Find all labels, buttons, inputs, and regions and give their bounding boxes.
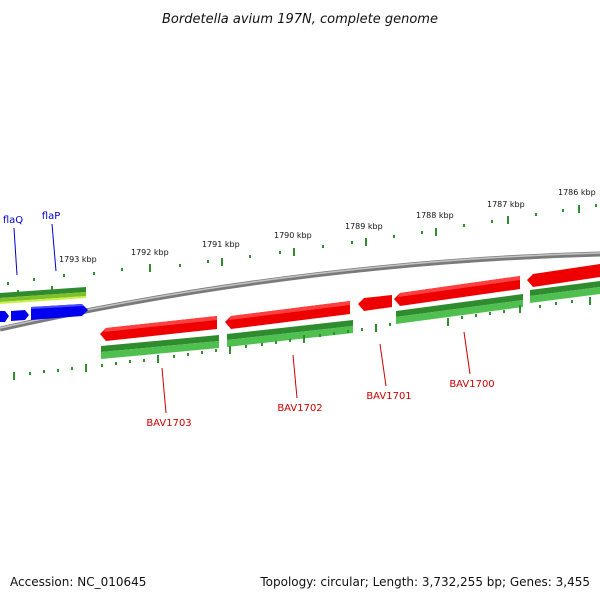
- gene-leader-lines: [13, 223, 471, 414]
- leader-line-BAV1703: [161, 367, 167, 414]
- gene-arrow-highlight: [398, 276, 520, 297]
- lower-tick-track: [13, 297, 591, 380]
- ruler-label-1788: 1788 kbp: [416, 211, 454, 220]
- leader-line-BAV1701: [379, 343, 387, 387]
- ruler-label-1789: 1789 kbp: [345, 222, 383, 231]
- gene-label-BAV1703: BAV1703: [146, 418, 191, 429]
- topology-text: Topology: circular; Length: 3,732,255 bp…: [260, 575, 590, 589]
- ruler-label-1790: 1790 kbp: [274, 231, 312, 240]
- green-feature-bar: [0, 292, 86, 302]
- gene-label-flaQ: flaQ: [3, 215, 23, 226]
- ruler-label-1787: 1787 kbp: [487, 200, 525, 209]
- green-feature-bar: [227, 326, 353, 347]
- gene-arrow-highlight: [31, 304, 84, 309]
- lower-feature-track: [101, 281, 600, 359]
- accession-text: Accession: NC_010645: [10, 575, 147, 589]
- gene-arrow-highlight: [229, 301, 350, 320]
- green-feature-bar: [396, 300, 523, 324]
- map-title: Bordetella avium 197N, complete genome: [162, 12, 438, 27]
- green-feature-bar: [101, 335, 219, 352]
- gene-arrow-BAV1701: [358, 295, 392, 311]
- green-feature-bar: [0, 296, 86, 304]
- gene-label-BAV1700: BAV1700: [449, 379, 494, 390]
- leader-line-flaQ: [13, 227, 18, 276]
- gene-arrow-blue: [0, 311, 9, 322]
- leader-line-flaP: [51, 223, 57, 272]
- green-feature-bar: [0, 287, 86, 298]
- green-feature-bar: [396, 294, 523, 317]
- leader-line-BAV1702: [292, 354, 298, 399]
- ruler-label-1786: 1786 kbp: [558, 188, 596, 197]
- green-feature-bar: [530, 287, 600, 303]
- gene-label-BAV1701: BAV1701: [366, 391, 411, 402]
- gene-label-flaP: flaP: [42, 211, 60, 222]
- upper-tick-track: [7, 204, 597, 293]
- ruler-label-1792: 1792 kbp: [131, 248, 169, 257]
- gene-label-BAV1702: BAV1702: [277, 403, 322, 414]
- ruler-label-1791: 1791 kbp: [202, 240, 240, 249]
- gene-arrow-highlight: [104, 316, 217, 332]
- gene-arrow-flaQ: [11, 310, 29, 321]
- gene-arrow-red: [527, 264, 600, 287]
- leader-line-BAV1700: [463, 331, 471, 375]
- green-feature-bar: [227, 320, 353, 340]
- green-feature-bar: [530, 281, 600, 296]
- red-gene-track: [100, 264, 600, 341]
- upper-feature-track: [0, 287, 86, 304]
- blue-gene-track: [0, 304, 88, 322]
- green-feature-bar: [101, 341, 219, 359]
- ruler-label-1793: 1793 kbp: [59, 255, 97, 264]
